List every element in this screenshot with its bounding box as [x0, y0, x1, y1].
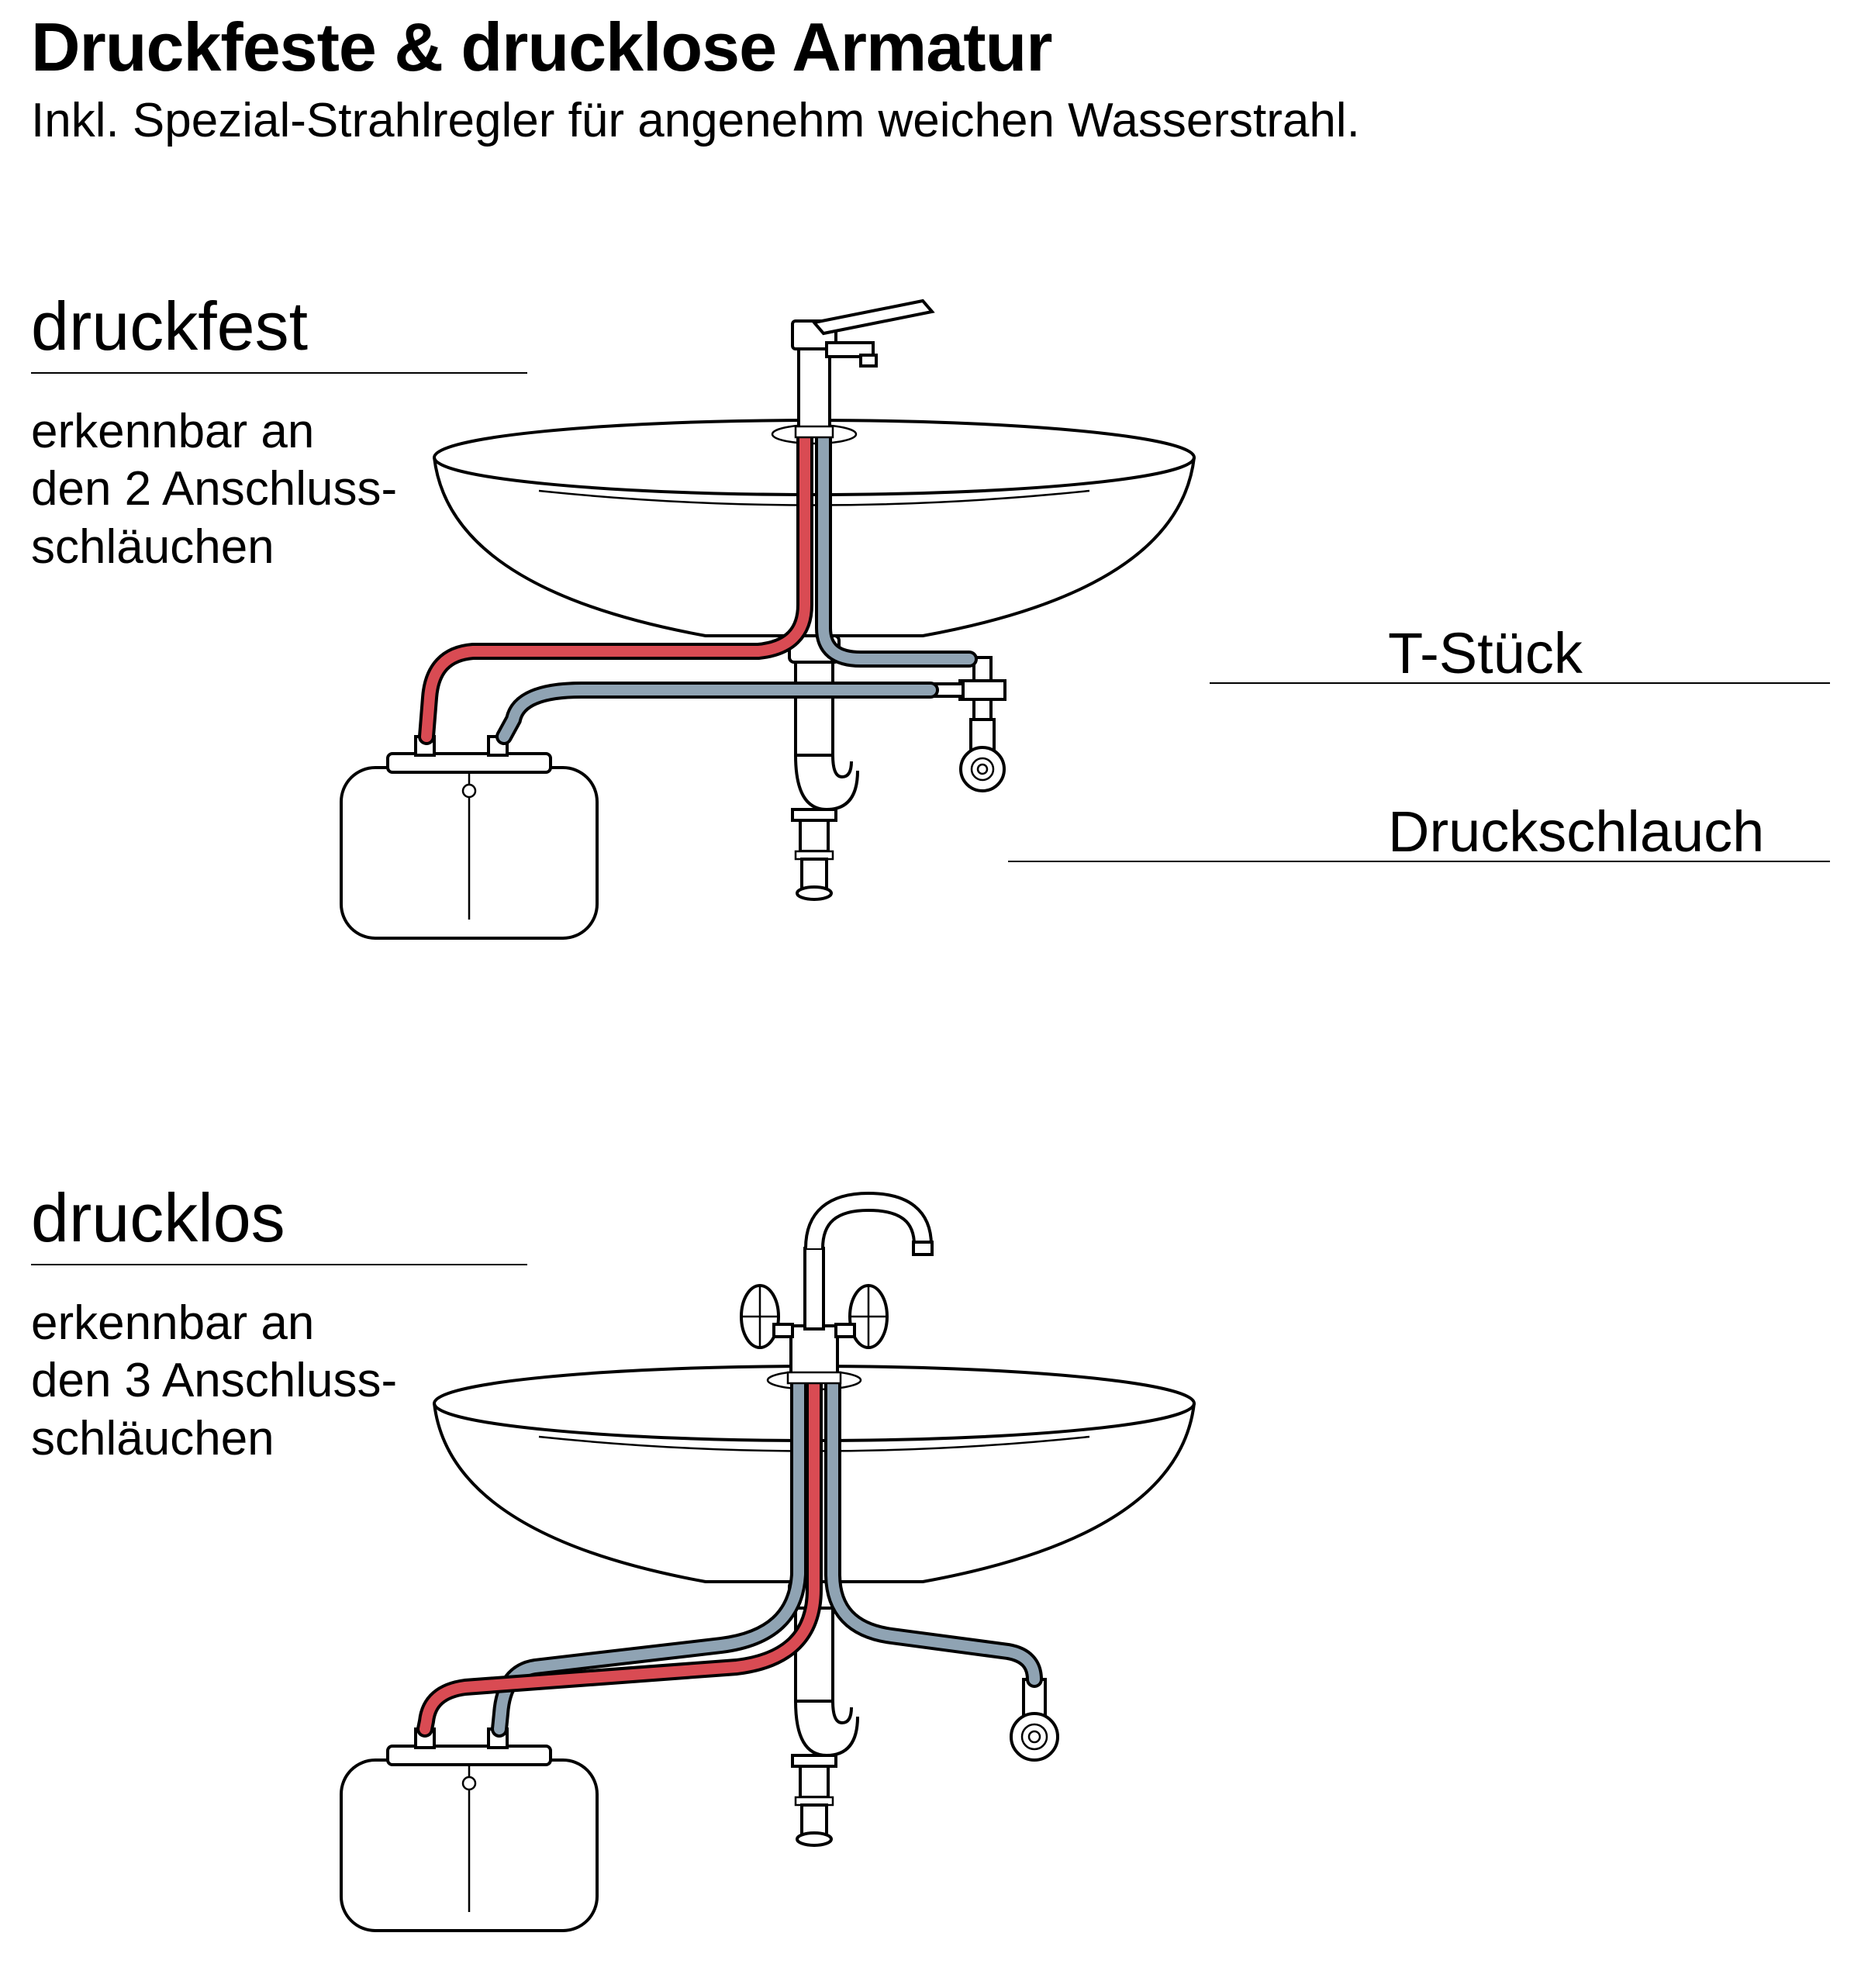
t-piece-valve-druckfest	[929, 657, 1005, 791]
faucet-druckfest	[792, 301, 932, 434]
label-druckschlauch: Druckschlauch	[1388, 799, 1764, 865]
diagram-druckfest	[271, 295, 1357, 992]
sink-basin-druckfest	[434, 420, 1194, 636]
heater-box-druckfest	[341, 737, 597, 938]
faucet-drucklos	[741, 1202, 932, 1380]
subtitle: Inkl. Spezial-Strahlregler für angenehm …	[31, 93, 1360, 148]
heater-box-drucklos	[341, 1729, 597, 1931]
siphon-druckfest	[789, 636, 858, 899]
label-tstueck: T-Stück	[1388, 620, 1583, 686]
angle-valve-drucklos	[1011, 1679, 1058, 1760]
section-title-druckfest: druckfest	[31, 287, 308, 366]
main-title: Druckfeste & drucklose Armatur	[31, 8, 1052, 87]
page-root: Druckfeste & drucklose Armatur Inkl. Spe…	[0, 0, 1861, 1988]
hoses-drucklos	[425, 1380, 1034, 1729]
section-title-drucklos: drucklos	[31, 1179, 285, 1258]
diagram-drucklos	[271, 1171, 1357, 1985]
